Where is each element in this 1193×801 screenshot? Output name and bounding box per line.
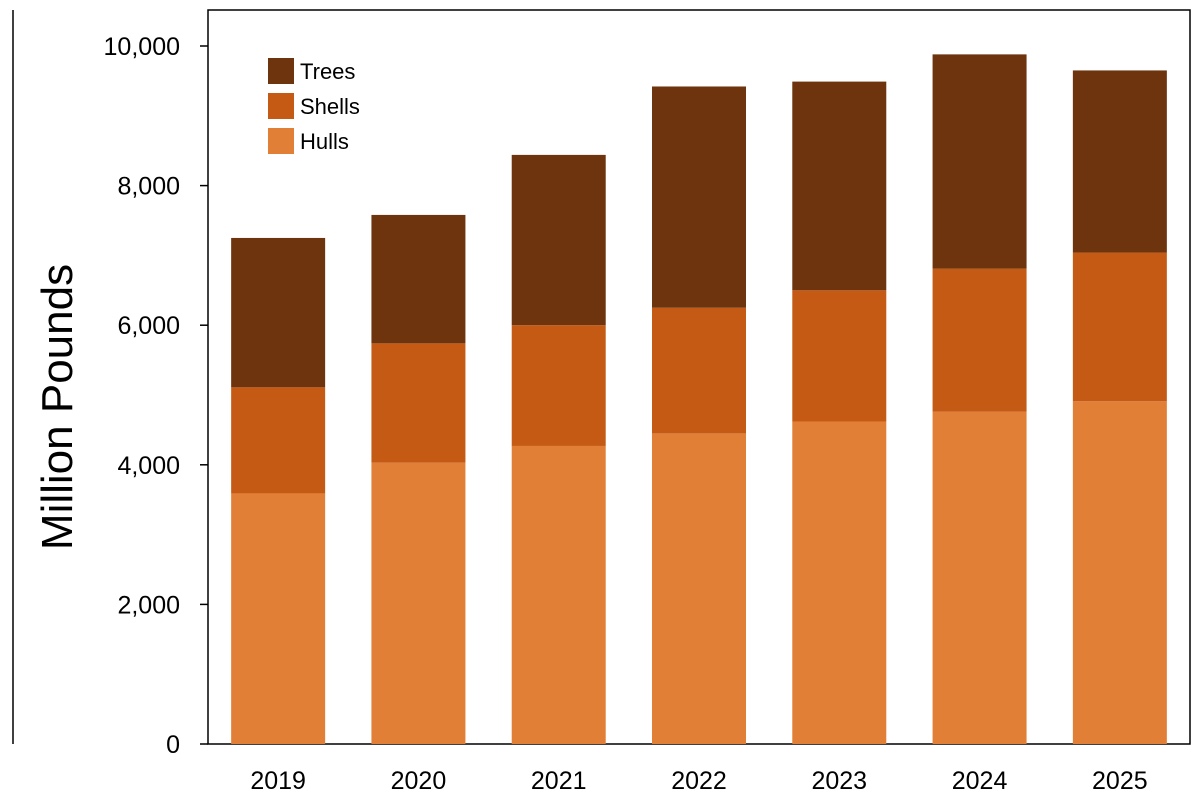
bar-hulls-2023 [792,421,887,744]
bar-shells-2020 [371,343,466,463]
bar-shells-2019 [231,387,326,494]
legend: Trees Shells Hulls [268,58,360,154]
legend-label-hulls: Hulls [300,129,349,154]
y-tick-label: 10,000 [104,33,180,61]
bar-hulls-2021 [511,445,606,744]
legend-label-trees: Trees [300,59,355,84]
legend-swatch-trees [268,58,294,84]
bar-trees-2025 [1072,70,1167,253]
bar-shells-2025 [1072,252,1167,402]
bar-trees-2019 [231,237,326,388]
bar-shells-2022 [652,307,746,434]
x-tick-labels: 2019 2020 2021 2022 2023 2024 2025 [250,767,1147,795]
bar-shells-2021 [511,325,606,446]
y-tick-label: 4,000 [117,452,180,480]
x-tick-label: 2024 [952,767,1008,795]
y-tick-label: 6,000 [117,312,180,340]
legend-swatch-hulls [268,128,294,154]
bar-hulls-2022 [652,433,746,744]
legend-label-shells: Shells [300,94,360,119]
bar-trees-2023 [792,81,887,291]
bars-group [231,54,1167,744]
bar-hulls-2020 [371,462,466,744]
bar-hulls-2024 [932,411,1027,744]
x-tick-label: 2025 [1092,767,1148,795]
y-tick-labels: 0 2,000 4,000 6,000 8,000 10,000 [104,33,208,759]
y-tick-label: 8,000 [117,173,180,201]
x-tick-label: 2019 [250,767,306,795]
x-tick-label: 2020 [391,767,447,795]
y-tick-label: 2,000 [117,591,180,619]
bar-trees-2020 [371,214,466,344]
legend-swatch-shells [268,93,294,119]
y-tick-label: 0 [166,731,180,759]
y-axis-label: Million Pounds [33,264,82,550]
bar-shells-2023 [792,290,887,422]
bar-hulls-2019 [231,493,326,744]
bar-trees-2022 [652,86,746,308]
bar-shells-2024 [932,268,1027,412]
bar-hulls-2025 [1072,401,1167,744]
bar-trees-2024 [932,54,1027,269]
bar-trees-2021 [511,154,606,326]
x-tick-label: 2023 [811,767,867,795]
x-tick-label: 2021 [531,767,587,795]
x-tick-label: 2022 [671,767,727,795]
